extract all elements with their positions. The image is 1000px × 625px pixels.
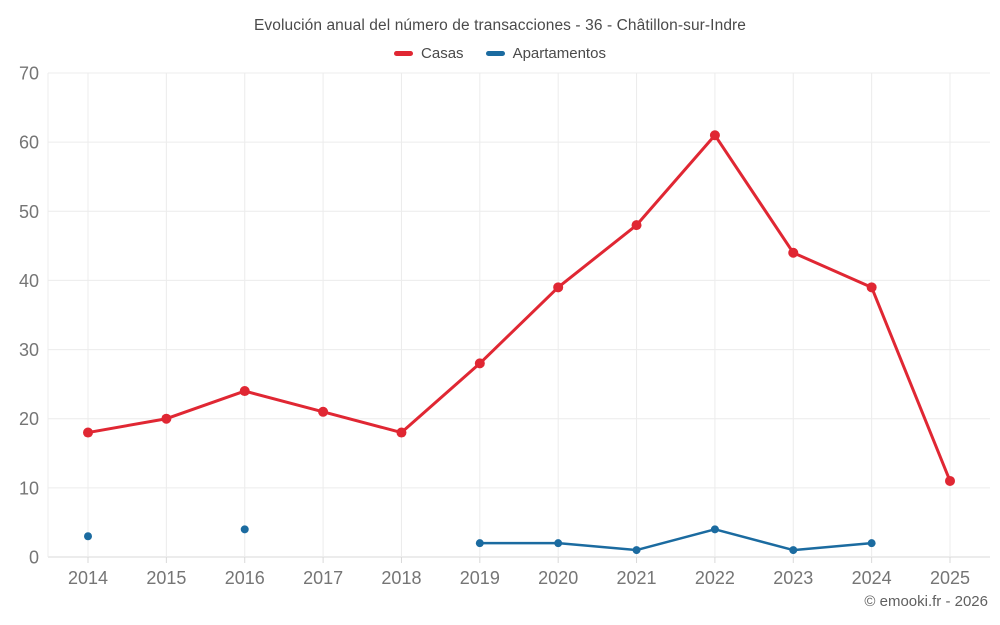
y-tick-label-10: 10 [19,478,39,498]
series-apartamentos-segment [713,528,795,552]
series-casas-segment [399,361,482,435]
point-apartamentos-2021[interactable] [632,546,641,555]
legend-item-casas[interactable]: Casas [394,45,464,62]
point-casas-2019[interactable] [474,358,485,369]
apartamentos-legend-label: Apartamentos [512,45,606,62]
x-tick-label-2017: 2017 [303,568,343,588]
x-tick-label-2016: 2016 [225,568,265,588]
y-tick-label-40: 40 [19,271,39,291]
point-casas-2021[interactable] [631,220,642,231]
x-tick-label-2024: 2024 [852,568,892,588]
point-casas-2025[interactable] [945,475,955,486]
point-casas-2017[interactable] [318,406,329,417]
y-tick-label-0: 0 [29,548,39,568]
point-apartamentos-2020[interactable] [554,539,563,548]
chart-legend: Casas Apartamentos [0,45,1000,62]
point-apartamentos-2022[interactable] [710,525,719,534]
point-casas-2016[interactable] [239,386,250,397]
casas-legend-label: Casas [421,45,464,62]
x-tick-label-2019: 2019 [460,568,500,588]
series-casas-segment [556,223,639,289]
legend-item-apartamentos[interactable]: Apartamentos [485,45,606,62]
y-tick-label-20: 20 [19,409,39,429]
x-tick-label-2014: 2014 [68,568,108,588]
series-casas-segment [321,410,403,435]
series-apartamentos-segment [635,528,717,552]
series-casas [83,130,955,486]
series-casas-segment [478,285,560,365]
point-casas-2022[interactable] [709,130,720,141]
series-casas-segment [791,251,874,289]
x-tick-label-2018: 2018 [381,568,421,588]
point-apartamentos-2016[interactable] [240,525,249,534]
point-apartamentos-2024[interactable] [867,539,876,548]
series-casas-segment [243,389,325,414]
copyright-credit: © emooki.fr - 2026 [864,593,988,610]
point-casas-2018[interactable] [396,427,407,438]
x-tick-label-2022: 2022 [695,568,735,588]
y-tick-label-50: 50 [19,202,39,222]
point-apartamentos-2014[interactable] [84,532,92,541]
x-tick-label-2021: 2021 [617,568,657,588]
point-casas-2023[interactable] [788,247,799,258]
chart-title: Evolución anual del número de transaccio… [253,17,747,34]
x-tick-label-2023: 2023 [773,568,813,588]
x-tick-label-2020: 2020 [538,568,578,588]
series-apartamentos [84,525,876,555]
series-casas-segment [713,133,795,255]
casas-legend-swatch-icon [394,51,414,56]
series-casas-segment [635,133,717,227]
y-tick-label-60: 60 [19,133,39,153]
point-casas-2024[interactable] [866,282,877,293]
y-tick-label-30: 30 [19,340,39,360]
series-casas-segment [164,389,247,421]
apartamentos-legend-swatch-icon [485,51,505,56]
point-apartamentos-2019[interactable] [475,539,484,548]
point-casas-2020[interactable] [553,282,564,293]
point-casas-2014[interactable] [83,427,93,438]
x-tick-label-2015: 2015 [146,568,186,588]
series-casas-segment [870,285,952,483]
series-apartamentos-segment [792,541,873,552]
series-casas-segment [86,417,168,435]
point-apartamentos-2023[interactable] [789,546,798,555]
series-apartamentos-segment [556,541,638,552]
y-tick-label-70: 70 [19,64,39,84]
x-tick-label-2025: 2025 [930,568,970,588]
point-casas-2015[interactable] [161,413,172,424]
